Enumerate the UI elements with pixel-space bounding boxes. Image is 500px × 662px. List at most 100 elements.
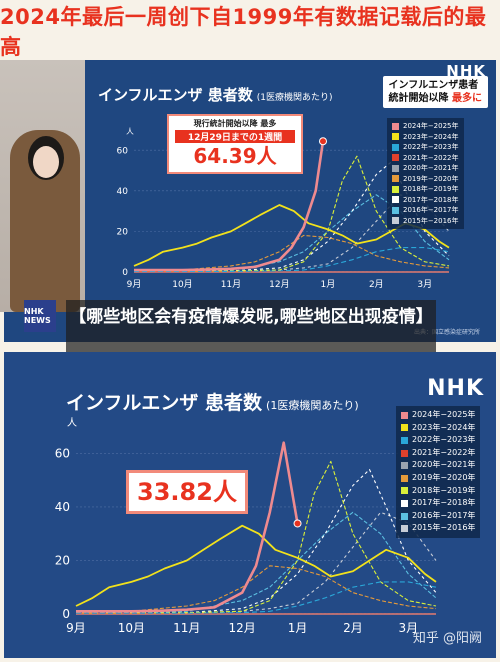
- y-tick-label: 60: [117, 146, 129, 156]
- chart-panel-top: 0 20 40 60 人 9月 10月 11月 12月 1月 2月 3月 インフルエンザ 患者数 (1医…: [4, 60, 496, 342]
- chart-bottom-title: インフルエンザ 患者数 (1医療機関あたり): [66, 388, 359, 415]
- legend-label: 2016年−2017年: [412, 510, 476, 520]
- x-tick-label: 12月: [229, 621, 256, 635]
- legend-swatch: [392, 133, 399, 141]
- chart-bottom-legend: 2024年−2025年 2023年−2024年 2022年−2023年 2021年−2…: [396, 406, 481, 538]
- legend-swatch: [392, 206, 399, 214]
- legend-label: 2024年−2025年: [403, 122, 459, 130]
- nhk-news-badge: NHK NEWS: [24, 300, 56, 332]
- x-tick-label: 11月: [173, 621, 200, 635]
- legend-swatch: [392, 122, 399, 130]
- legend-label: 2018年−2019年: [403, 185, 459, 193]
- series-line-y2024: [76, 441, 299, 613]
- record-high-note-line1: インフルエンザ患者: [388, 80, 479, 91]
- x-tick-label: 3月: [398, 621, 418, 635]
- x-tick-label: 2月: [343, 621, 363, 635]
- legend-swatch: [401, 462, 408, 470]
- legend-item-y2015: 2015年−2016年: [401, 522, 475, 535]
- latest-point: [319, 137, 327, 146]
- series-line-y2023: [75, 524, 437, 607]
- y-tick-label: 60: [55, 447, 70, 461]
- legend-swatch: [392, 217, 399, 225]
- chart-bottom-callout: 33.82人: [126, 470, 248, 514]
- chart-bottom-subtitle: (1医療機関あたり): [266, 399, 359, 412]
- y-tick-label: 20: [55, 554, 70, 568]
- legend-item-y2024: 2024年−2025年: [401, 409, 475, 422]
- y-axis-unit: 人: [126, 127, 134, 136]
- series-line-y2022: [134, 247, 450, 272]
- legend-item-y2018: 2018年−2019年: [392, 184, 459, 195]
- record-high-note: インフルエンザ患者 統計開始以降 最多に: [382, 76, 488, 108]
- y-tick-label: 20: [117, 228, 129, 238]
- legend-label: 2022年−2023年: [403, 143, 459, 151]
- x-tick-label: 9月: [66, 621, 86, 635]
- x-tick-label: 1月: [288, 621, 308, 635]
- chart-top-subtitle: (1医療機関あたり): [256, 93, 333, 103]
- legend-item-y2023: 2023年−2024年: [401, 422, 475, 435]
- legend-item-y2019: 2019年−2020年: [392, 174, 459, 185]
- legend-item-y2023: 2023年−2024年: [392, 132, 459, 143]
- y-tick-label: 40: [117, 187, 129, 197]
- legend-label: 2016年−2017年: [403, 206, 459, 214]
- news-anchor-image: [0, 60, 85, 312]
- x-tick-label: 3月: [417, 279, 432, 290]
- x-tick-label: 1月: [320, 279, 335, 290]
- legend-label: 2024年−2025年: [412, 410, 476, 419]
- chart-top-title: インフルエンザ 患者数 (1医療機関あたり): [98, 84, 333, 105]
- record-high-note-line2a: 統計開始以降: [388, 93, 452, 104]
- chart-top-legend: 2024年−2025年 2023年−2024年 2022年−2023年 2021年−2…: [387, 118, 464, 229]
- series-line-y2018: [75, 460, 437, 615]
- series-line-y2019: [133, 234, 450, 272]
- x-tick-label: 2月: [369, 279, 384, 290]
- legend-swatch: [401, 474, 408, 482]
- legend-swatch: [392, 185, 399, 193]
- headline: 2024年最后一周创下自1999年有数据记载后的最高: [0, 5, 487, 59]
- legend-label: 2020年−2021年: [412, 460, 476, 470]
- x-tick-label: 11月: [221, 279, 241, 290]
- nhk-logo-top: NHK: [446, 62, 486, 80]
- legend-item-y2016: 2016年−2017年: [401, 510, 475, 523]
- legend-swatch: [401, 411, 408, 419]
- legend-swatch: [392, 196, 399, 204]
- y-tick-label: 40: [55, 500, 70, 514]
- legend-label: 2023年−2024年: [403, 132, 459, 141]
- source-note: 出典：国立感染症研究所: [413, 329, 480, 336]
- legend-item-y2021: 2021年−2022年: [401, 447, 475, 460]
- legend-item-y2018: 2018年−2019年: [401, 485, 475, 498]
- latest-point: [293, 519, 302, 528]
- chart-panel-bottom: 0 20 40 60 人 9月 10月 11月 12月 1月 2月 3月 インフルエンザ 患者数 (1医…: [4, 352, 496, 658]
- chart-top-title-text: インフルエンザ 患者数: [98, 86, 253, 104]
- anchor-face: [33, 146, 59, 178]
- legend-label: 2015年−2016年: [403, 216, 459, 225]
- chart-bottom-title-text: インフルエンザ 患者数: [66, 392, 263, 414]
- legend-swatch: [392, 154, 399, 162]
- legend-swatch: [401, 525, 408, 533]
- legend-swatch: [401, 424, 408, 432]
- legend-label: 2017年−2018年: [403, 195, 459, 204]
- nhk-logo-bottom: NHK: [427, 376, 484, 401]
- y-tick-label: 0: [62, 607, 70, 621]
- legend-swatch: [401, 487, 408, 495]
- legend-item-y2017: 2017年−2018年: [401, 497, 475, 510]
- x-tick-label: 10月: [172, 279, 192, 290]
- legend-label: 2022年−2023年: [412, 435, 476, 445]
- series-line-y2018: [133, 155, 450, 273]
- legend-item-y2015: 2015年−2016年: [392, 216, 459, 227]
- series-line-y2019: [75, 565, 437, 614]
- series-line-y2017: [75, 468, 437, 615]
- legend-label: 2015年−2016年: [412, 523, 476, 533]
- series-line-y2022: [76, 581, 437, 614]
- watermark: 知乎 @阳阙: [412, 631, 482, 646]
- series-line-y2024: [134, 141, 325, 272]
- legend-item-y2016: 2016年−2017年: [392, 205, 459, 216]
- legend-label: 2021年−2022年: [412, 447, 476, 457]
- record-high-note-line2b: 最多に: [452, 93, 482, 104]
- legend-label: 2019年−2020年: [403, 174, 459, 183]
- legend-label: 2023年−2024年: [412, 422, 476, 432]
- legend-item-y2024: 2024年−2025年: [392, 121, 459, 132]
- subtitle-caption: 【哪些地区会有疫情爆发呢,哪些地区出现疫情】: [66, 300, 436, 362]
- chart-bottom-callout-value: 33.82人: [137, 478, 237, 506]
- x-tick-label: 10月: [118, 621, 145, 635]
- chart-top-callout: 現行統計開始以降 最多 12月29日までの1週間 64.39人: [167, 114, 303, 174]
- legend-swatch: [392, 175, 399, 183]
